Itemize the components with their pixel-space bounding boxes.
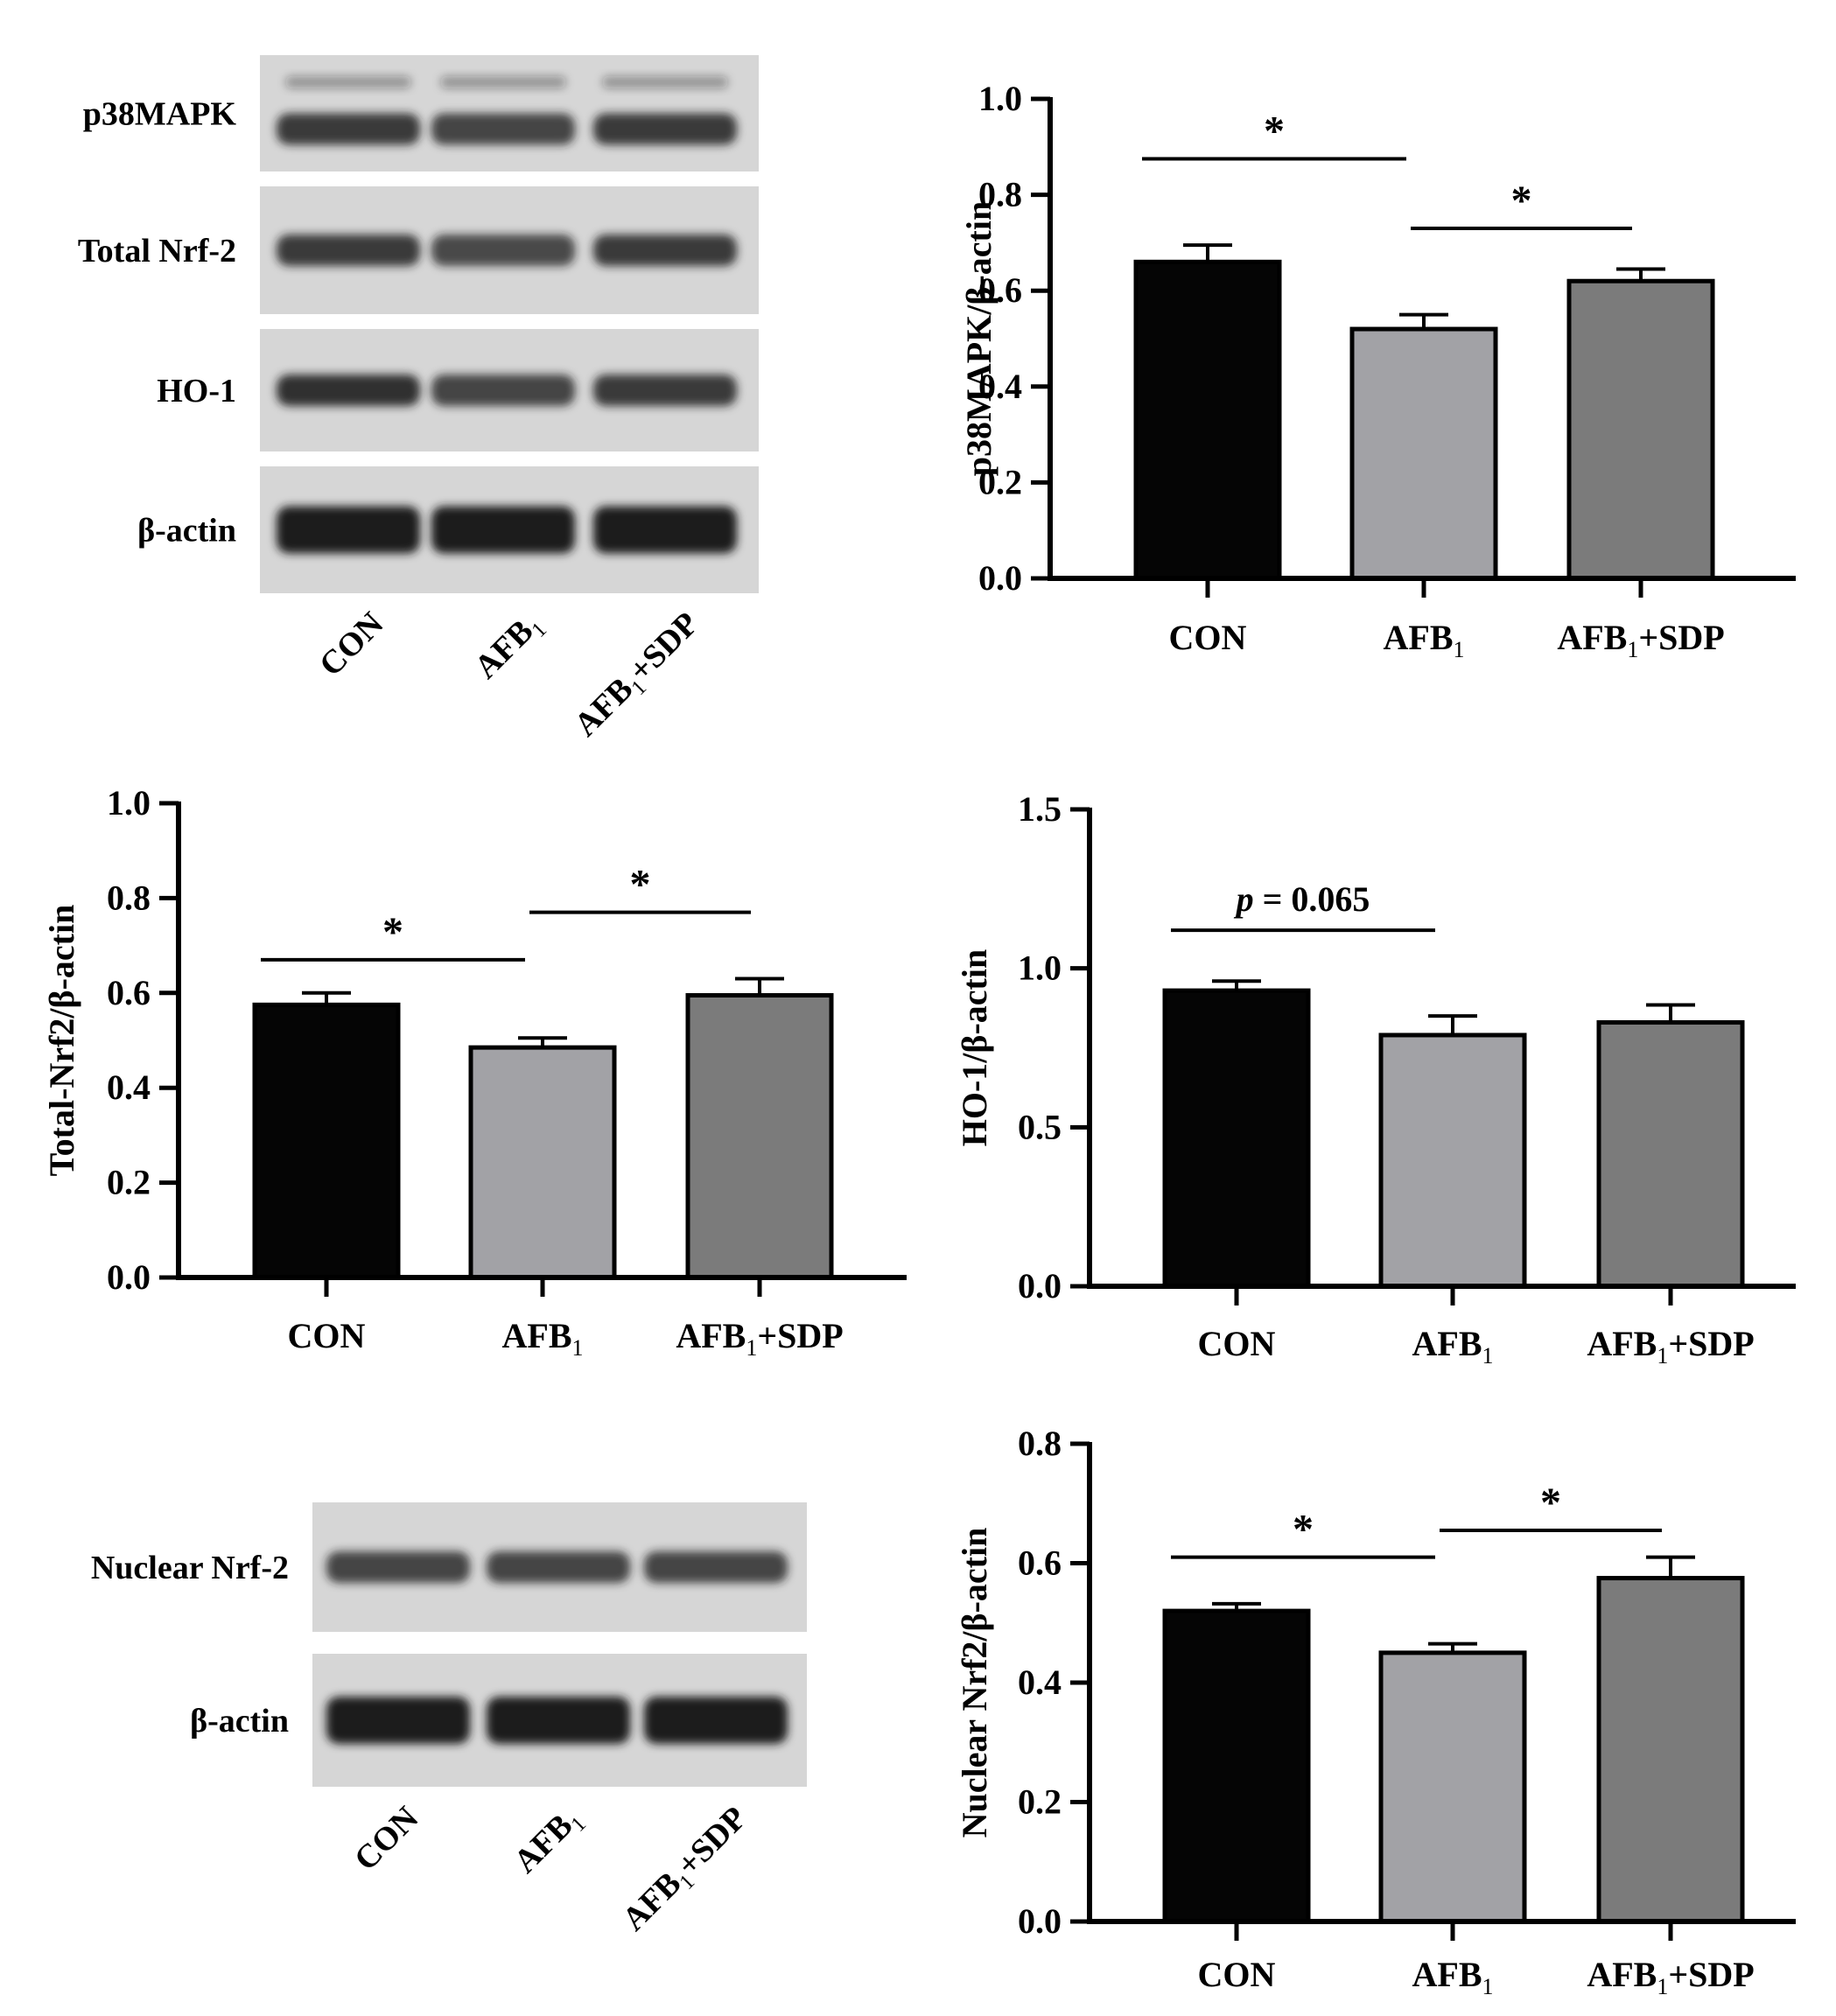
chart-p38mapk: 0.0 0.2 0.4 0.6 0.8 1.0 CON AFB1 AFB1+SDP p38MAPK… [959, 79, 1796, 662]
x-tick-label: AFB1+SDP [676, 1316, 843, 1361]
y-tick-label: 0.0 [1018, 1266, 1062, 1306]
significance-star: * [1540, 1480, 1561, 1526]
blot-band [277, 374, 420, 406]
blot-band [431, 234, 575, 266]
x-tick-label: AFB1+SDP [1557, 618, 1724, 662]
blot-row-label: HO-1 [157, 373, 236, 410]
y-tick-label: 0.0 [1018, 1901, 1062, 1941]
bar-1 [1378, 1032, 1527, 1289]
blot-band [326, 1697, 470, 1744]
y-tick-label: 1.0 [1018, 948, 1062, 988]
blot-band [593, 234, 737, 266]
blot-row-label: p38MAPK [83, 96, 237, 133]
blot-lane-label: AFB1+SDP [615, 1800, 757, 1942]
blot-band [644, 1697, 788, 1744]
western-blot-top: p38MAPK Total Nrf-2 HO-1 β-actin CON AFB1AFB1… [78, 55, 759, 747]
blot-band [487, 1697, 630, 1744]
blot-lane-label: AFB1+SDP [567, 606, 709, 747]
bar-2 [1596, 1576, 1745, 1924]
blot-band [593, 113, 737, 145]
blot-lane-label: CON [347, 1800, 425, 1878]
blot-row-label: Nuclear Nrf-2 [91, 1550, 289, 1586]
x-tick-label: AFB1 [1412, 1955, 1494, 1999]
blot-band [277, 506, 420, 554]
chart-total-nrf2: 0.0 0.2 0.4 0.6 0.8 1.0 CON AFB1 AFB1+SDP Total-N… [42, 783, 907, 1361]
blot-row-label: β-actin [190, 1703, 289, 1740]
bar-1 [468, 1045, 617, 1280]
blot-band [644, 1551, 788, 1583]
y-tick-label: 1.0 [107, 783, 151, 822]
y-tick-label: 0.0 [978, 558, 1022, 598]
blot-band [593, 374, 737, 406]
blot-band [593, 506, 737, 554]
y-tick-label: 0.5 [1018, 1107, 1062, 1146]
y-tick-label: 0.2 [107, 1163, 151, 1202]
bar-0 [1162, 988, 1311, 1289]
chart-ho1: 0.0 0.5 1.0 1.5 CON AFB1 AFB1+SDP HO-1/β-actin p… [955, 789, 1796, 1368]
y-tick-label: 1.5 [1018, 789, 1062, 829]
y-tick-label: 0.4 [1018, 1662, 1062, 1702]
y-tick-label: 0.8 [107, 878, 151, 917]
y-tick-label: 0.4 [107, 1068, 151, 1107]
bar-0 [1133, 259, 1282, 581]
bar-2 [1566, 278, 1715, 581]
blot-band-faint [440, 76, 566, 88]
y-tick-label: 0.8 [978, 175, 1022, 214]
significance-star: * [1264, 108, 1285, 155]
x-tick-label: CON [288, 1316, 366, 1355]
blot-row-label: Total Nrf-2 [78, 233, 236, 270]
bar-0 [1162, 1608, 1311, 1924]
western-blot-bottom: Nuclear Nrf-2 β-actin CON AFB1 AFB1+SDP [91, 1502, 807, 1942]
blot-band [326, 1551, 470, 1583]
significance-star: * [382, 909, 403, 956]
x-tick-label: AFB1+SDP [1587, 1955, 1754, 1999]
p-value-annotation: p = 0.065 [1234, 879, 1370, 919]
significance-star: * [1293, 1507, 1314, 1553]
blot-band-faint [602, 76, 728, 88]
x-tick-label: CON [1198, 1955, 1276, 1994]
y-tick-label: 0.2 [1018, 1782, 1062, 1822]
y-tick-label: 0.6 [107, 973, 151, 1012]
y-axis-label: Total-Nrf2/β-actin [42, 905, 81, 1177]
bar-2 [685, 993, 834, 1280]
y-tick-label: 0.4 [978, 367, 1022, 406]
blot-band [277, 113, 420, 145]
blot-band [277, 234, 420, 266]
blot-lane-label: AFB1 [467, 606, 551, 690]
bar-0 [252, 1002, 401, 1280]
blot-band [431, 374, 575, 406]
y-axis-label: Nuclear Nrf2/β-actin [955, 1528, 994, 1838]
y-tick-label: 0.6 [1018, 1544, 1062, 1583]
y-tick-label: 1.0 [978, 79, 1022, 118]
bar-1 [1378, 1650, 1527, 1924]
x-tick-label: AFB1+SDP [1587, 1324, 1754, 1368]
y-axis-label: p38MAPK/β-actin [959, 201, 999, 476]
x-tick-label: AFB1 [502, 1316, 584, 1361]
x-tick-label: AFB1 [1384, 618, 1465, 662]
blot-band-faint [285, 76, 411, 88]
significance-star: * [1511, 178, 1532, 224]
y-tick-label: 0.0 [107, 1257, 151, 1297]
blot-band [431, 506, 575, 554]
x-tick-label: CON [1169, 618, 1247, 657]
chart-nuclear-nrf2: 0.0 0.2 0.4 0.6 0.8 CON AFB1 AFB1+SDP Nuclear Nr… [955, 1424, 1796, 1999]
bar-2 [1596, 1019, 1745, 1289]
y-tick-label: 0.6 [978, 270, 1022, 310]
blot-band [431, 113, 575, 145]
y-tick-label: 0.2 [978, 462, 1022, 501]
blot-lane-label: CON [312, 606, 390, 683]
bar-1 [1349, 326, 1498, 581]
y-axis-label: HO-1/β-actin [955, 949, 994, 1147]
blot-lane-label: AFB1 [507, 1800, 591, 1884]
y-tick-label: 0.8 [1018, 1424, 1062, 1463]
x-tick-label: AFB1 [1412, 1324, 1494, 1368]
x-tick-label: CON [1198, 1324, 1276, 1363]
blot-row-label: β-actin [137, 513, 236, 550]
significance-star: * [630, 862, 651, 908]
blot-band [487, 1551, 630, 1583]
